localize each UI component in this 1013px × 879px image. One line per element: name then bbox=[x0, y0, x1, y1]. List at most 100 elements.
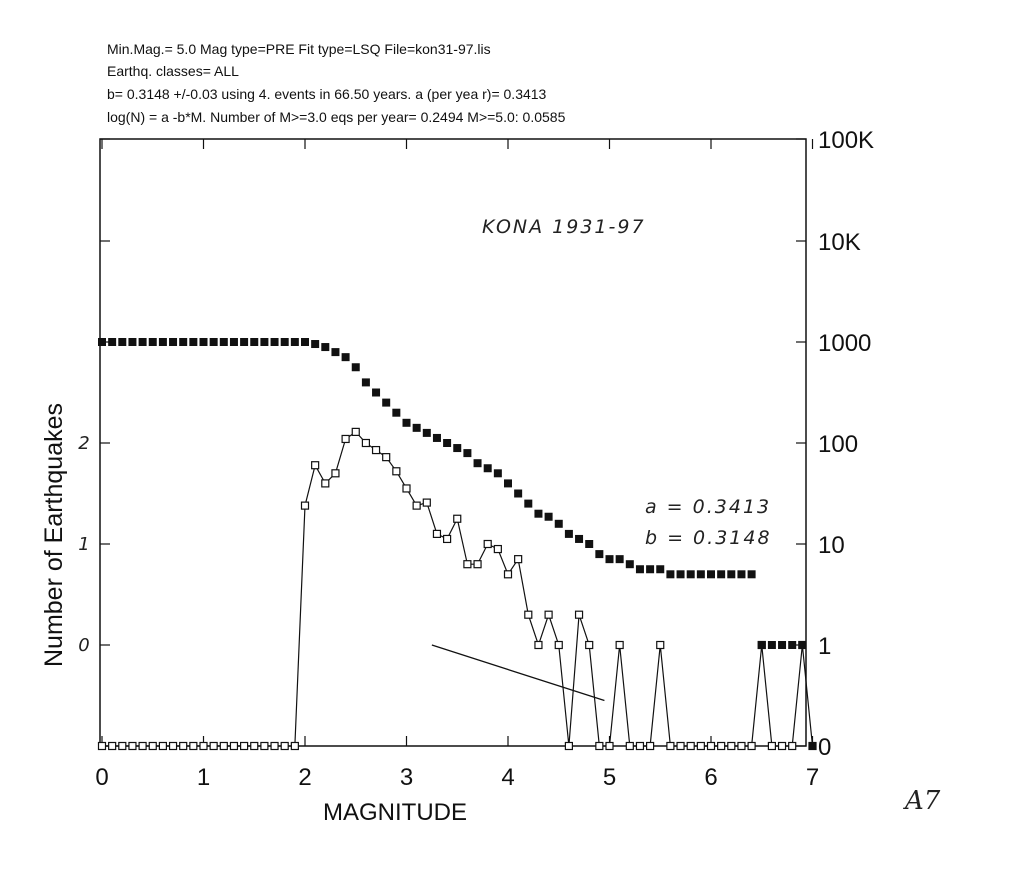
open-square-point bbox=[453, 514, 462, 523]
open-square-point bbox=[686, 741, 695, 751]
open-square-point bbox=[412, 501, 421, 510]
filled-square-point bbox=[301, 338, 309, 346]
open-square-point bbox=[240, 741, 249, 751]
filled-square-point bbox=[696, 570, 705, 579]
filled-square-point bbox=[707, 570, 715, 579]
open-square-point bbox=[534, 640, 543, 650]
right-y-tick-label: 1000 bbox=[818, 330, 871, 357]
open-square-point bbox=[138, 741, 147, 751]
filled-square-point bbox=[453, 444, 462, 453]
right-y-tick-label: 10 bbox=[818, 532, 845, 559]
open-square-point bbox=[717, 741, 726, 751]
header-line-1: Min.Mag.= 5.0 Mag type=PRE Fit type=LSQ … bbox=[107, 41, 491, 57]
open-square-point bbox=[260, 741, 269, 751]
open-square-point bbox=[270, 741, 279, 751]
open-square-point bbox=[564, 741, 574, 751]
left-y-tick-label: 0 bbox=[78, 635, 89, 656]
filled-square-point bbox=[98, 338, 106, 346]
y-axis-label: Number of Earthquakes bbox=[40, 403, 68, 667]
filled-square-point bbox=[422, 428, 431, 437]
open-square-point bbox=[108, 741, 117, 751]
open-square-point bbox=[341, 434, 350, 444]
open-square-point bbox=[493, 544, 502, 554]
open-square-point bbox=[503, 570, 513, 579]
filled-square-point bbox=[656, 565, 665, 574]
x-tick-label: 5 bbox=[603, 764, 616, 791]
filled-square-point bbox=[575, 534, 584, 543]
filled-square-point bbox=[483, 464, 492, 473]
filled-square-point bbox=[605, 555, 614, 564]
filled-square-point bbox=[493, 469, 502, 478]
filled-square-point bbox=[585, 540, 594, 548]
open-square-point bbox=[250, 741, 259, 751]
open-square-point bbox=[97, 741, 107, 751]
filled-square-point bbox=[747, 570, 756, 579]
open-square-point bbox=[219, 741, 228, 751]
fit-line-segment bbox=[431, 644, 605, 702]
open-square-point bbox=[635, 741, 645, 751]
filled-square-point bbox=[138, 338, 147, 346]
open-square-point bbox=[382, 453, 391, 462]
filled-square-point bbox=[229, 338, 238, 346]
filled-square-point bbox=[148, 338, 157, 346]
open-square-point bbox=[402, 484, 411, 493]
x-tick-label: 1 bbox=[197, 764, 210, 791]
filled-square-point bbox=[767, 641, 776, 649]
header-line-3: b= 0.3148 +/-0.03 using 4. events in 66.… bbox=[107, 86, 547, 102]
filled-square-series bbox=[98, 338, 817, 750]
open-square-point bbox=[371, 445, 381, 455]
open-square-point bbox=[574, 610, 584, 619]
open-square-point bbox=[432, 529, 442, 539]
open-square-point bbox=[585, 640, 594, 650]
open-square-point bbox=[625, 741, 634, 751]
right-y-tick-label: 1 bbox=[818, 633, 831, 660]
a-value-annotation: a = 0.3413 bbox=[645, 496, 771, 518]
x-tick-label: 4 bbox=[501, 764, 514, 791]
open-square-point bbox=[727, 741, 736, 751]
filled-square-point bbox=[361, 378, 370, 387]
open-square-point bbox=[767, 741, 777, 751]
filled-square-point bbox=[189, 338, 198, 346]
open-square-point bbox=[524, 610, 533, 619]
filled-square-point bbox=[219, 338, 228, 346]
open-square-point bbox=[737, 741, 746, 751]
filled-square-point bbox=[372, 388, 381, 397]
x-axis-label: MAGNITUDE bbox=[323, 799, 467, 826]
filled-square-point bbox=[757, 641, 766, 649]
right-y-tick-label: 0 bbox=[818, 734, 831, 761]
open-square-point bbox=[392, 467, 401, 476]
filled-square-point bbox=[432, 433, 441, 442]
open-square-point bbox=[595, 741, 604, 751]
open-square-point bbox=[706, 741, 716, 751]
region-annotation: KONA 1931-97 bbox=[482, 216, 646, 238]
filled-square-point bbox=[666, 570, 675, 579]
filled-square-point bbox=[270, 338, 279, 346]
open-square-point bbox=[696, 741, 705, 751]
filled-square-point bbox=[331, 348, 340, 357]
open-square-point bbox=[300, 501, 310, 510]
filled-square-point bbox=[321, 343, 330, 352]
filled-square-point bbox=[341, 353, 350, 362]
open-square-point bbox=[554, 640, 563, 650]
open-square-point bbox=[209, 741, 218, 751]
x-tick-label: 2 bbox=[298, 764, 311, 791]
filled-square-point bbox=[463, 449, 472, 458]
filled-square-point bbox=[737, 570, 746, 579]
filled-square-point bbox=[625, 560, 634, 569]
open-square-point bbox=[747, 741, 756, 751]
open-square-point bbox=[290, 741, 299, 751]
filled-square-point bbox=[412, 423, 421, 432]
filled-square-point bbox=[788, 641, 797, 649]
open-square-point bbox=[118, 741, 127, 751]
filled-square-point bbox=[544, 512, 553, 521]
open-square-point bbox=[280, 741, 289, 751]
x-tick-label: 3 bbox=[400, 764, 413, 791]
x-tick-labels: 0 1 2 3 4 5 6 7 bbox=[95, 764, 819, 791]
filled-square-point bbox=[118, 338, 127, 346]
x-tick-label: 0 bbox=[95, 764, 108, 791]
filled-square-point bbox=[240, 338, 249, 346]
filled-square-point bbox=[443, 439, 452, 447]
filled-square-point bbox=[646, 565, 655, 574]
right-y-tick-label: 100K bbox=[818, 127, 874, 154]
